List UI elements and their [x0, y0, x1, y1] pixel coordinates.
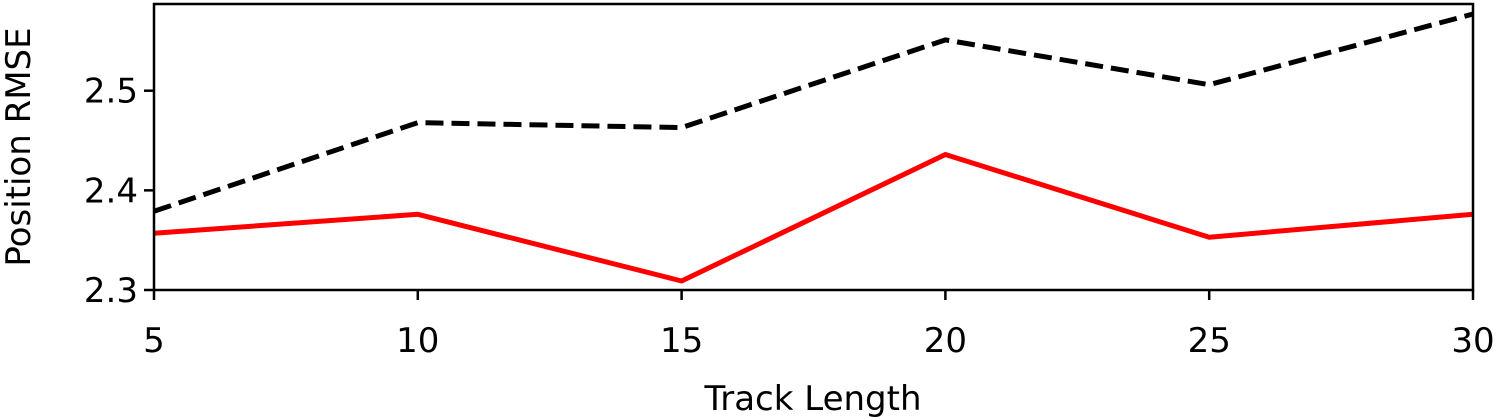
x-tick-label: 15 — [660, 321, 703, 361]
x-tick-label: 30 — [1451, 321, 1494, 361]
y-tick-label: 2.5 — [84, 72, 138, 112]
y-tick-label: 2.4 — [84, 171, 138, 211]
x-tick-label: 25 — [1188, 321, 1231, 361]
y-tick-label: 2.3 — [84, 271, 138, 311]
plot-frame — [152, 2, 1475, 292]
series-line-1 — [153, 11, 1474, 214]
x-axis-label: Track Length — [703, 379, 921, 419]
x-tick-label: 20 — [924, 321, 967, 361]
y-axis-ticks: 2.3 2.4 2.5 — [84, 72, 154, 311]
x-tick-label: 10 — [396, 321, 439, 361]
series-layer — [153, 11, 1474, 284]
x-axis-ticks: 5 10 15 20 25 30 — [143, 290, 1495, 361]
y-axis-label: Position RMSE — [0, 27, 39, 266]
x-tick-label: 5 — [143, 321, 165, 361]
series-line-2 — [153, 152, 1474, 284]
